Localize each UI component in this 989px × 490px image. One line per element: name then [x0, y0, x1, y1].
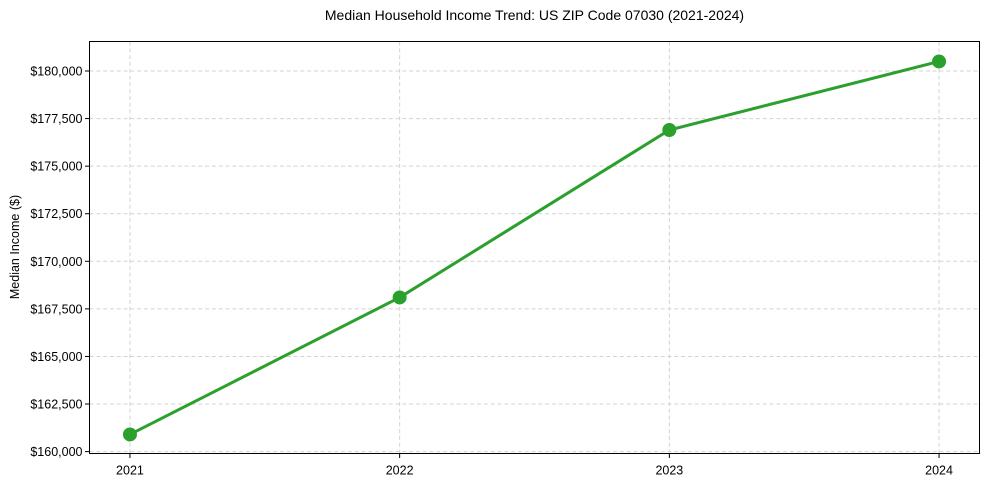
x-tick-label: 2023	[655, 464, 683, 478]
y-tick-label: $165,000	[30, 350, 82, 364]
y-tick-label: $160,000	[30, 445, 82, 459]
x-tick-label: 2022	[386, 464, 414, 478]
data-point	[662, 122, 677, 137]
data-point	[392, 290, 407, 305]
data-point	[932, 54, 947, 69]
x-tick-label: 2024	[925, 464, 953, 478]
y-tick-label: $177,500	[30, 112, 82, 126]
trend-line	[128, 59, 941, 436]
plot-border	[89, 41, 980, 454]
y-tick-label: $170,000	[30, 255, 82, 269]
y-tick-label: $172,500	[30, 207, 82, 221]
y-tick-label: $175,000	[30, 160, 82, 174]
data-point	[122, 427, 137, 442]
y-tick-label: $180,000	[30, 64, 82, 78]
y-tick-label: $162,500	[30, 398, 82, 412]
x-tick-label: 2021	[116, 464, 144, 478]
chart-title: Median Household Income Trend: US ZIP Co…	[324, 7, 745, 23]
y-tick-label: $167,500	[30, 302, 82, 316]
